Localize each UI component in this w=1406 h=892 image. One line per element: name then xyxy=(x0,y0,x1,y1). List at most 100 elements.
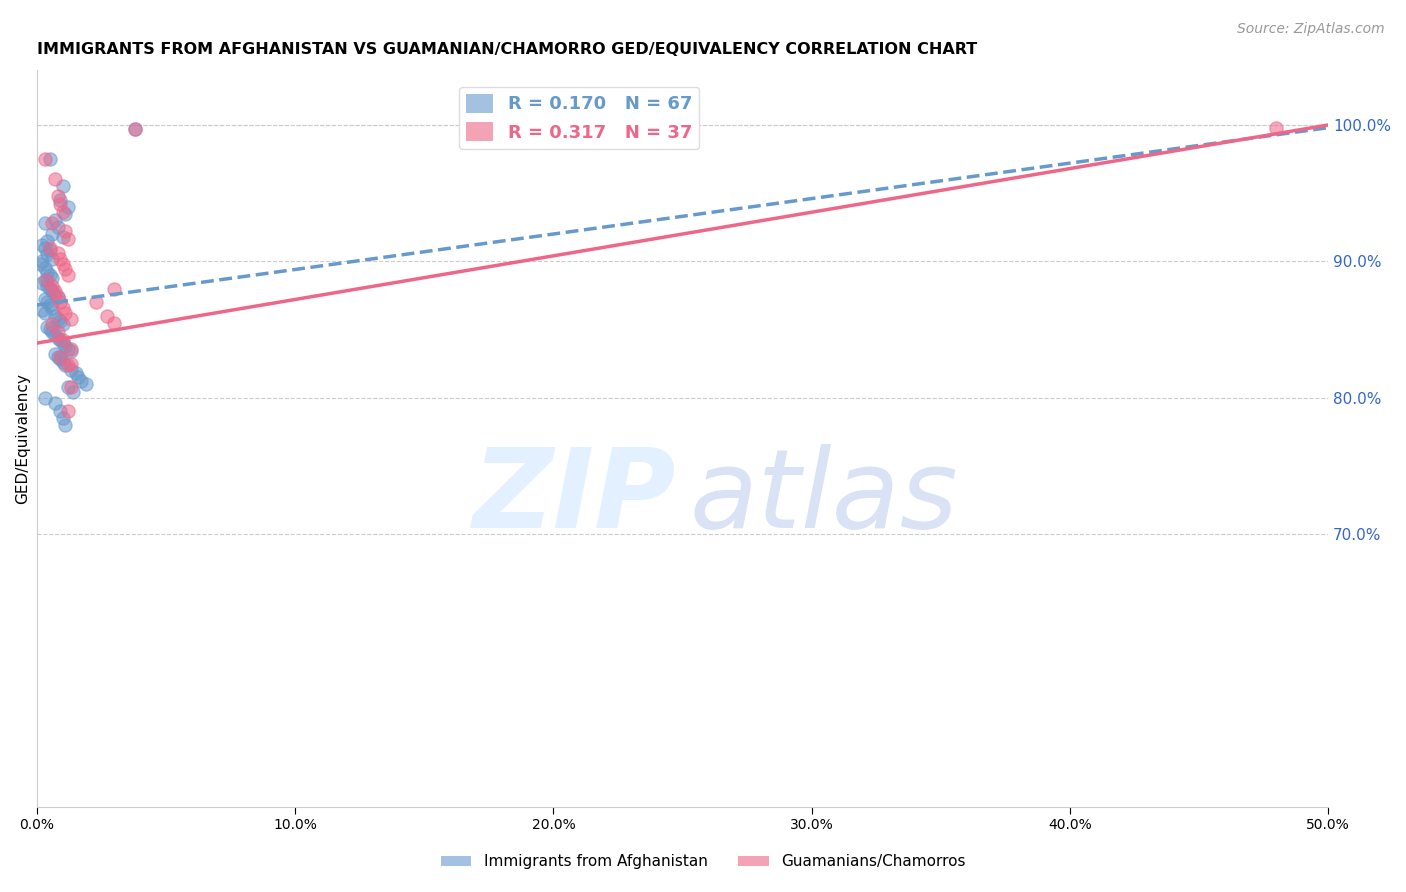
Point xyxy=(52,205,75,219)
Point xyxy=(38,298,60,312)
Point xyxy=(41,227,63,241)
Point xyxy=(37,278,59,293)
Point xyxy=(31,254,53,268)
Point xyxy=(34,273,56,287)
Point xyxy=(1265,120,1288,135)
Point xyxy=(41,301,63,315)
Point xyxy=(53,262,76,277)
Point xyxy=(38,322,60,336)
Point xyxy=(38,281,60,295)
Point xyxy=(124,122,146,136)
Point xyxy=(124,122,146,136)
Point xyxy=(52,257,75,271)
Point xyxy=(56,342,79,356)
Point xyxy=(44,287,66,301)
Legend: Immigrants from Afghanistan, Guamanians/Chamorros: Immigrants from Afghanistan, Guamanians/… xyxy=(434,848,972,875)
Point xyxy=(41,325,63,339)
Point xyxy=(53,206,76,220)
Point xyxy=(53,358,76,372)
Point xyxy=(34,306,56,320)
Point xyxy=(56,232,79,246)
Point xyxy=(56,268,79,282)
Point xyxy=(41,278,63,293)
Point xyxy=(59,342,82,356)
Point xyxy=(49,350,72,364)
Point xyxy=(34,293,56,307)
Point xyxy=(49,404,72,418)
Text: atlas: atlas xyxy=(689,444,957,551)
Point xyxy=(44,285,66,299)
Point xyxy=(49,252,72,266)
Point xyxy=(46,350,69,364)
Point xyxy=(59,357,82,371)
Point xyxy=(52,301,75,315)
Point xyxy=(34,152,56,166)
Point xyxy=(46,290,69,304)
Point xyxy=(49,197,72,211)
Point xyxy=(53,417,76,432)
Point xyxy=(59,311,82,326)
Point xyxy=(75,376,97,391)
Point xyxy=(103,316,125,330)
Point xyxy=(49,295,72,310)
Point xyxy=(34,391,56,405)
Text: ZIP: ZIP xyxy=(472,444,676,551)
Point xyxy=(41,270,63,285)
Point xyxy=(103,281,125,295)
Point xyxy=(56,358,79,372)
Point xyxy=(70,374,93,388)
Point xyxy=(38,241,60,255)
Point xyxy=(52,317,75,331)
Point xyxy=(46,220,69,235)
Point xyxy=(41,216,63,230)
Point xyxy=(46,246,69,260)
Point xyxy=(49,334,72,348)
Point xyxy=(52,411,75,425)
Point xyxy=(59,344,82,359)
Point xyxy=(56,380,79,394)
Point xyxy=(41,252,63,266)
Point xyxy=(46,290,69,304)
Point xyxy=(37,273,59,287)
Point xyxy=(49,314,72,328)
Point xyxy=(46,189,69,203)
Point xyxy=(31,238,53,252)
Point xyxy=(52,334,75,348)
Point xyxy=(37,247,59,261)
Point xyxy=(52,229,75,244)
Text: Source: ZipAtlas.com: Source: ZipAtlas.com xyxy=(1237,22,1385,37)
Point xyxy=(56,404,79,418)
Point xyxy=(41,317,63,331)
Point xyxy=(34,261,56,276)
Point xyxy=(34,241,56,255)
Point xyxy=(46,311,69,326)
Point xyxy=(59,363,82,377)
Point xyxy=(28,257,51,271)
Point xyxy=(37,295,59,310)
Point xyxy=(38,244,60,258)
Point xyxy=(38,268,60,282)
Point xyxy=(67,370,90,384)
Y-axis label: GED/Equivalency: GED/Equivalency xyxy=(15,373,30,504)
Point xyxy=(41,285,63,299)
Point xyxy=(86,295,108,310)
Point xyxy=(34,216,56,230)
Text: IMMIGRANTS FROM AFGHANISTAN VS GUAMANIAN/CHAMORRO GED/EQUIVALENCY CORRELATION CH: IMMIGRANTS FROM AFGHANISTAN VS GUAMANIAN… xyxy=(37,42,977,57)
Point xyxy=(62,385,84,400)
Point xyxy=(52,355,75,369)
Point xyxy=(49,193,72,207)
Point xyxy=(53,339,76,353)
Point xyxy=(46,331,69,345)
Point xyxy=(44,213,66,227)
Point xyxy=(37,234,59,248)
Point xyxy=(56,200,79,214)
Point xyxy=(49,352,72,367)
Point xyxy=(31,276,53,290)
Point xyxy=(44,172,66,186)
Point xyxy=(44,327,66,342)
Point xyxy=(46,325,69,339)
Point xyxy=(37,319,59,334)
Point xyxy=(44,396,66,410)
Point xyxy=(31,303,53,318)
Point xyxy=(37,265,59,279)
